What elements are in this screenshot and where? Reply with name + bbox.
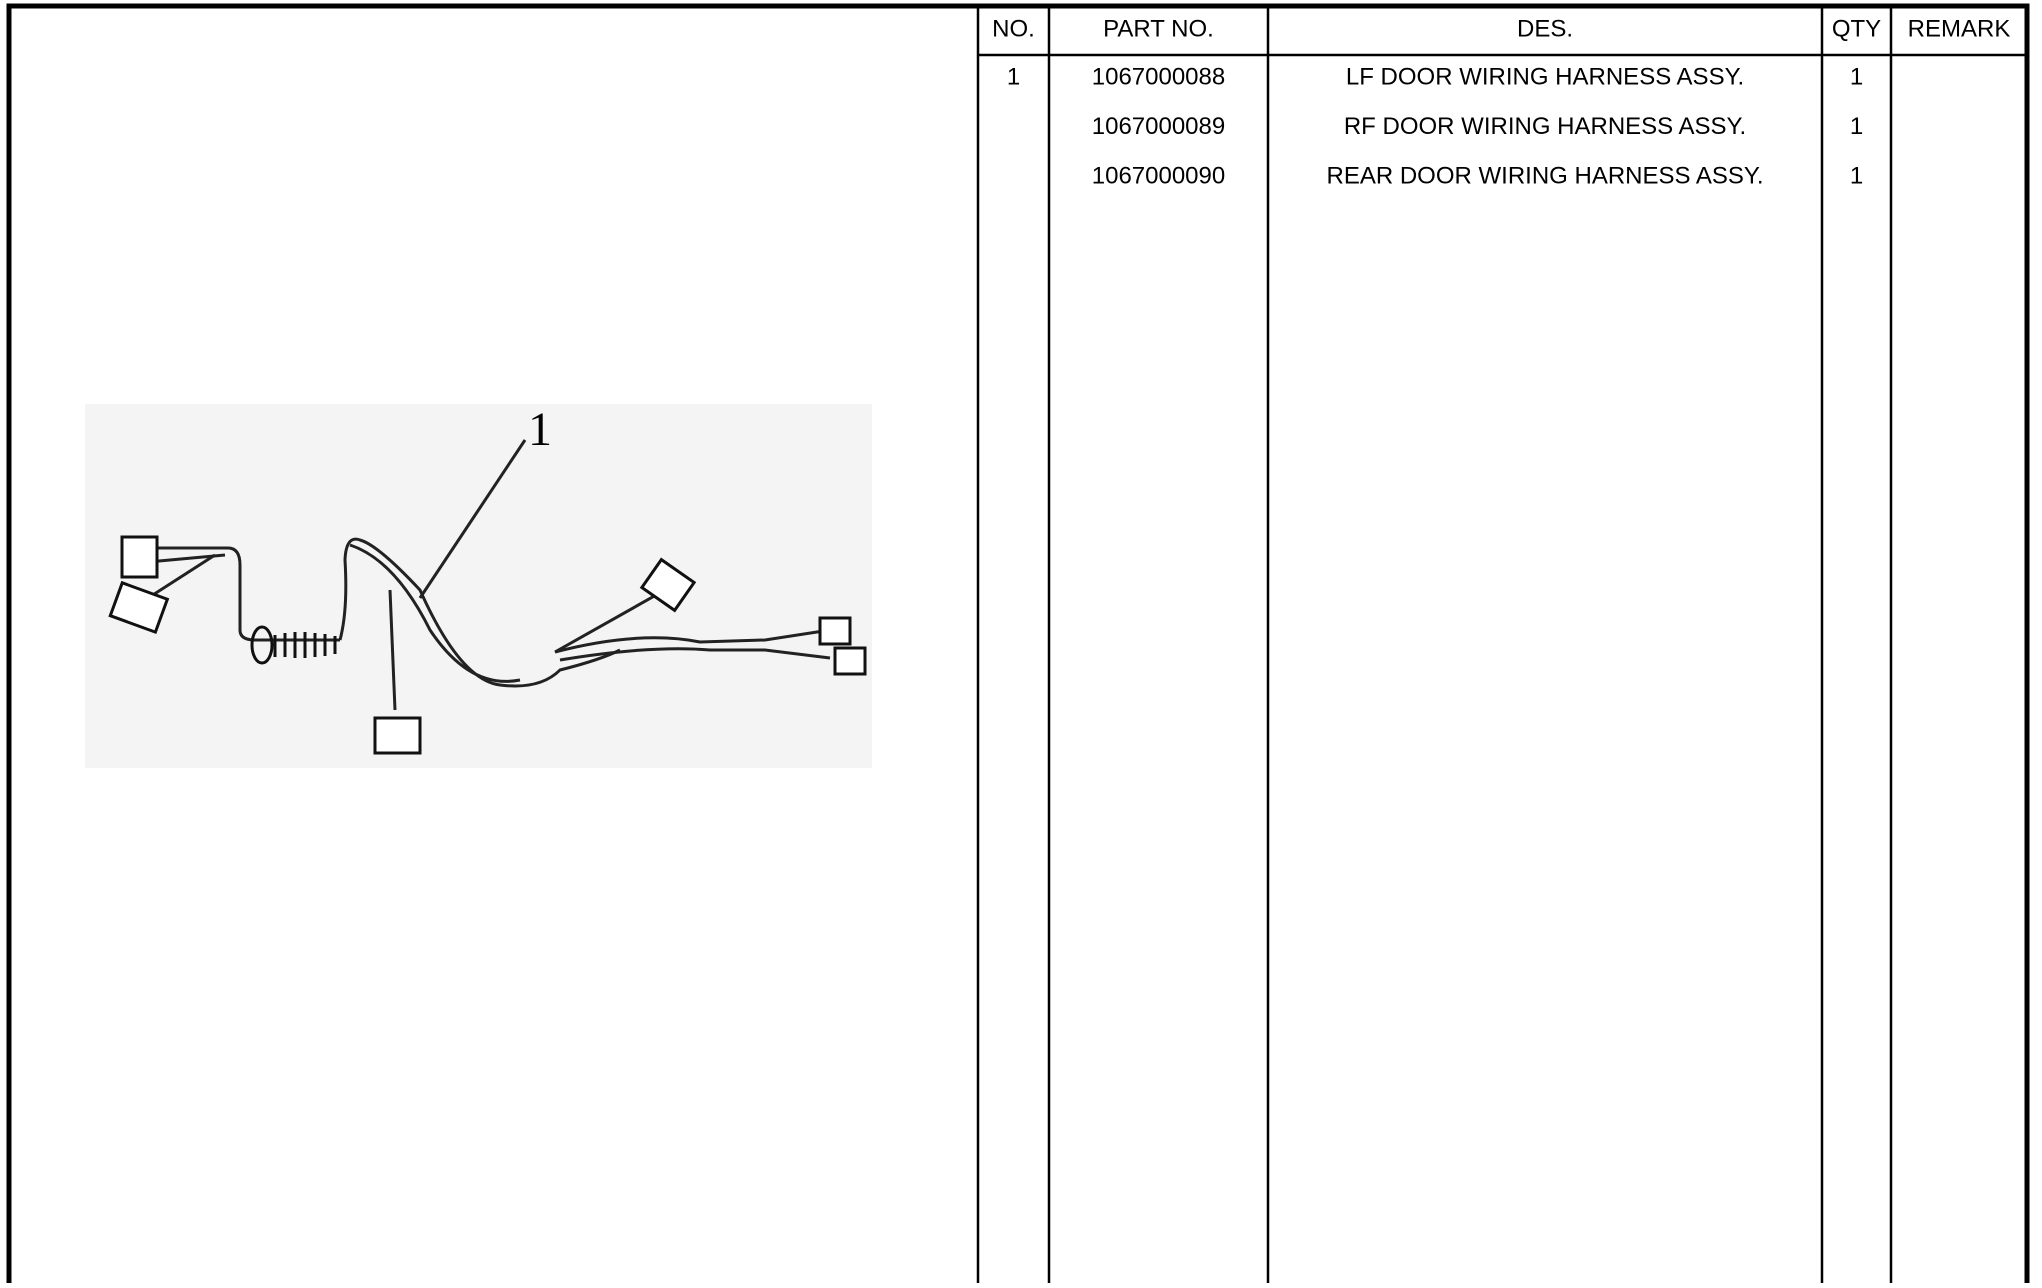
- table-cell: REAR DOOR WIRING HARNESS ASSY.: [1327, 162, 1764, 189]
- table-cell: 1: [1850, 63, 1863, 90]
- table-cell: 1067000088: [1092, 63, 1225, 90]
- header-cell: QTY: [1832, 15, 1881, 42]
- table-cell: LF DOOR WIRING HARNESS ASSY.: [1346, 63, 1744, 90]
- frame: [6, 3, 2030, 1283]
- header-cell: NO.: [992, 15, 1035, 42]
- header-cell: REMARK: [1908, 15, 2011, 42]
- table-cell: 1: [1007, 63, 1020, 90]
- illustration-background: [85, 404, 872, 768]
- table-cell: 1067000090: [1092, 162, 1225, 189]
- table-cell: 1067000089: [1092, 113, 1225, 140]
- table-cell: RF DOOR WIRING HARNESS ASSY.: [1344, 113, 1746, 140]
- header-cell: DES.: [1517, 15, 1573, 42]
- table-grid: [976, 6, 2027, 1283]
- callout-label: 1: [528, 403, 552, 456]
- header-cell: PART NO.: [1103, 15, 1214, 42]
- table-cell: 1: [1850, 113, 1863, 140]
- table-cell: 1: [1850, 162, 1863, 189]
- harness-illustration: 1: [85, 403, 872, 768]
- parts-table: NO. PART NO. DES. QTY REMARK 1 1067000088 LF DO…: [992, 15, 2010, 189]
